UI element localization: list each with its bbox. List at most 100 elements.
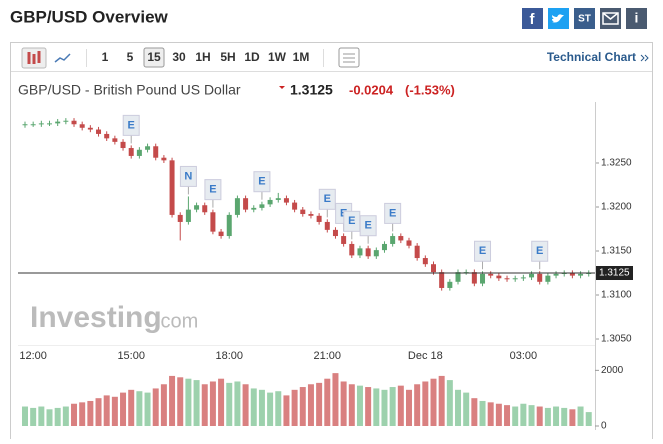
event-flag[interactable]: [204, 179, 222, 201]
candle-body: [234, 198, 240, 215]
candle-body: [447, 281, 453, 288]
x-tick-label: 12:00: [19, 350, 47, 362]
event-flag[interactable]: [474, 240, 492, 262]
event-flag[interactable]: [253, 171, 271, 193]
volume-bar: [128, 389, 135, 426]
info-icon[interactable]: [626, 8, 647, 29]
candle-body: [480, 273, 486, 284]
event-flag[interactable]: [384, 202, 402, 224]
volume-tick-label: 0: [601, 421, 607, 432]
period-selected: [143, 47, 165, 68]
candle-body: [251, 207, 257, 210]
link-arrow: [640, 54, 649, 62]
candle-body: [390, 236, 396, 244]
stocktwits-icon[interactable]: [574, 8, 595, 29]
x-tick-label: 03:00: [510, 350, 538, 362]
x-tick-label: Dec 18: [408, 350, 443, 362]
y-tick-label: 1.3200: [601, 202, 632, 213]
change-percent: (-1.53%): [405, 82, 455, 97]
volume-bar: [103, 395, 110, 426]
x-tick-label: 15:00: [117, 350, 145, 362]
candle-body: [218, 231, 224, 237]
event-flag[interactable]: [179, 165, 197, 187]
candle-body: [120, 141, 126, 149]
volume-bar: [299, 387, 306, 426]
event-flag[interactable]: [318, 188, 336, 210]
volume-bar: [250, 388, 257, 426]
table-glyph: [343, 53, 355, 63]
candle-body: [316, 215, 322, 222]
period-button[interactable]: 5H: [220, 50, 235, 64]
volume-bar: [316, 382, 323, 426]
candle-body: [145, 146, 151, 150]
volume-bar: [471, 398, 478, 426]
period-button[interactable]: 1D: [244, 50, 260, 64]
candle-body: [512, 278, 518, 280]
y-tick-label: 1.3150: [601, 246, 632, 257]
volume-bar: [234, 381, 241, 426]
period-button[interactable]: 30: [172, 50, 186, 64]
volume-bar: [397, 385, 404, 426]
volume-bar: [22, 406, 28, 426]
candle-body: [153, 146, 159, 158]
event-label: E: [209, 184, 216, 196]
candle-body: [349, 243, 355, 256]
volume-bar: [528, 405, 535, 426]
period-button[interactable]: 1M: [293, 50, 310, 64]
volume-bar: [479, 400, 486, 426]
volume-bar: [267, 392, 274, 426]
candle-body: [128, 148, 134, 156]
candle-body: [202, 205, 208, 213]
period-button[interactable]: 5: [127, 50, 134, 64]
volume-bar: [332, 373, 339, 426]
event-label: E: [536, 245, 543, 257]
volume-bar: [585, 412, 592, 426]
volume-bar: [160, 384, 167, 426]
volume-bar: [144, 392, 151, 426]
volume-bar: [38, 406, 45, 426]
y-tick-label: 1.3050: [601, 334, 632, 345]
period-button[interactable]: 1: [102, 50, 109, 64]
volume-bar: [275, 391, 282, 426]
title: GBP/USD Overview: [10, 7, 169, 26]
twitter-glyph: [552, 14, 564, 23]
volume-bar: [226, 382, 233, 426]
facebook-icon[interactable]: [522, 8, 543, 29]
event-flag[interactable]: [122, 114, 140, 136]
volume-bar: [430, 378, 437, 426]
volume-bar: [46, 409, 53, 426]
volume-bar: [324, 378, 331, 426]
down-arrow: [279, 86, 285, 89]
volume-bar: [169, 375, 176, 426]
period-button[interactable]: 1H: [195, 50, 210, 64]
candle-body: [96, 129, 102, 134]
facebook-glyph: f: [530, 11, 536, 28]
volume-bar: [356, 385, 363, 426]
volume-bar: [561, 407, 568, 426]
technical-chart-link[interactable]: Technical Chart: [547, 50, 636, 64]
volume-bar: [71, 403, 78, 426]
candle-body: [169, 160, 175, 215]
event-flag[interactable]: [531, 240, 549, 262]
candle-body: [431, 264, 436, 273]
last-price-box: [596, 266, 633, 281]
volume-bar: [446, 380, 453, 426]
candle-body: [104, 133, 110, 139]
x-tick-label: 21:00: [314, 350, 342, 362]
line-type-button[interactable]: [54, 53, 71, 63]
mail-glyph: [602, 12, 619, 25]
volume-bar: [381, 389, 388, 426]
volume-bar: [283, 395, 290, 426]
candle-body: [373, 250, 379, 257]
volume-tick-label: 2000: [601, 365, 624, 376]
event-flag[interactable]: [359, 215, 377, 237]
candle-body: [414, 245, 420, 259]
period-button[interactable]: 1W: [268, 50, 287, 64]
period-button[interactable]: 15: [147, 50, 161, 64]
candle-body: [194, 205, 200, 210]
candle-body: [529, 273, 535, 278]
candle-body: [422, 258, 428, 265]
volume-bar: [185, 378, 192, 426]
